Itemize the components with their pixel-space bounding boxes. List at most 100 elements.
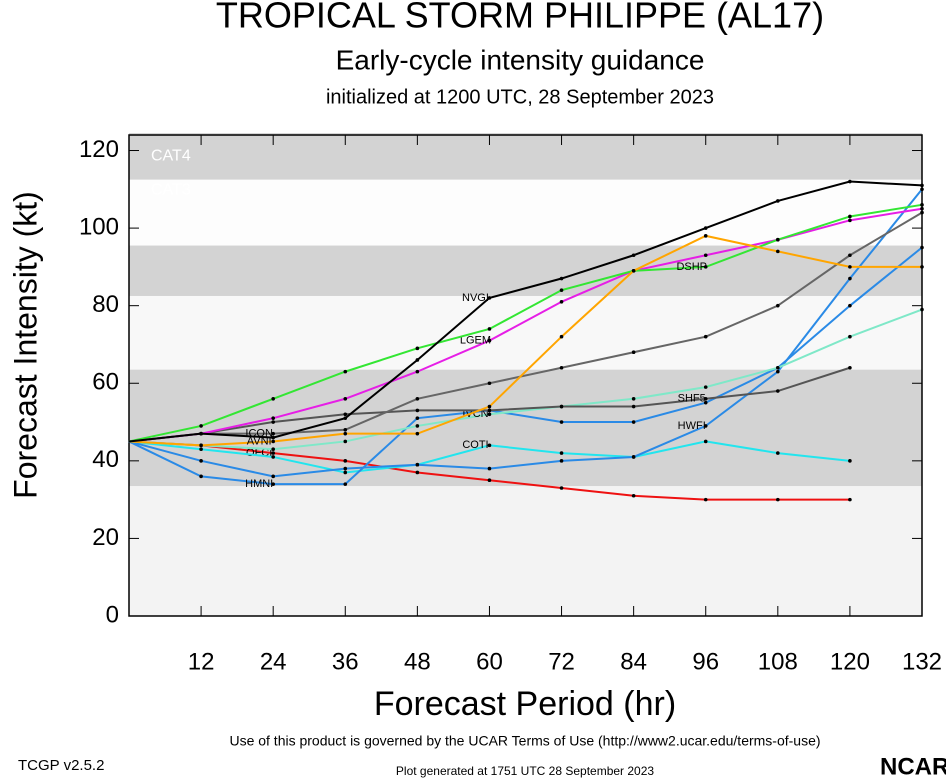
series-label: LGEM	[460, 334, 491, 346]
data-point	[487, 412, 492, 417]
data-point	[415, 431, 420, 436]
x-tick-label: 48	[404, 648, 431, 675]
series-label: SHF5	[678, 393, 706, 405]
data-point	[487, 443, 492, 448]
data-point	[703, 253, 708, 258]
data-point	[920, 187, 924, 192]
data-point	[343, 428, 348, 432]
version: TCGP v2.5.2	[18, 757, 104, 774]
data-point	[559, 404, 564, 409]
data-point	[559, 420, 564, 424]
data-point	[415, 462, 420, 467]
data-point	[415, 408, 420, 413]
data-point	[848, 214, 852, 219]
data-point	[848, 459, 852, 463]
data-point	[848, 334, 852, 339]
data-point	[343, 459, 348, 463]
series-label: COTI	[462, 439, 488, 451]
data-point	[559, 459, 564, 463]
data-point	[559, 288, 564, 292]
data-point	[848, 365, 852, 370]
data-point	[920, 265, 924, 269]
chart-subtitle: initialized at 1200 UTC, 28 September 20…	[326, 86, 714, 108]
data-point	[703, 396, 708, 401]
data-point	[703, 385, 708, 389]
data-point	[703, 226, 708, 230]
data-point	[271, 482, 275, 486]
series-line	[128, 246, 923, 486]
data-point	[631, 268, 636, 273]
data-point	[631, 455, 636, 459]
data-point	[343, 396, 348, 401]
data-point	[415, 358, 420, 362]
data-point	[199, 443, 203, 448]
data-point	[559, 486, 564, 490]
data-point	[631, 404, 636, 409]
data-point	[487, 296, 492, 300]
data-point	[559, 451, 564, 455]
data-point	[776, 365, 780, 370]
data-point	[776, 497, 780, 502]
data-point	[271, 431, 275, 436]
x-tick-label: 24	[260, 648, 287, 675]
data-point	[920, 203, 924, 207]
data-point	[343, 466, 348, 471]
series-line	[128, 180, 923, 443]
data-point	[487, 478, 492, 483]
data-point	[848, 253, 852, 258]
data-point	[343, 431, 348, 436]
data-point	[487, 408, 492, 413]
y-tick-label: 20	[92, 524, 119, 551]
y-tick-label: 40	[92, 446, 119, 473]
footer: Use of this product is governed by the U…	[229, 733, 820, 749]
band-label: CAT4	[151, 148, 191, 165]
data-point	[199, 431, 203, 436]
y-tick-label: 120	[79, 136, 119, 163]
data-point	[199, 474, 203, 479]
data-point	[271, 447, 275, 452]
data-point	[848, 497, 852, 502]
data-point	[703, 234, 708, 238]
data-point	[271, 474, 275, 479]
data-point	[559, 365, 564, 370]
series-label: HMNI	[245, 478, 273, 490]
category-band	[129, 133, 922, 180]
data-point	[848, 179, 852, 184]
data-point	[271, 435, 275, 440]
data-point	[703, 334, 708, 339]
x-tick-label: 108	[758, 648, 798, 675]
y-tick-label: 0	[106, 601, 119, 628]
data-point	[199, 424, 203, 428]
data-point	[776, 249, 780, 254]
data-point	[631, 253, 636, 258]
x-tick-label: 132	[902, 648, 942, 675]
data-point	[848, 276, 852, 281]
data-point	[631, 493, 636, 498]
plot-frame	[128, 134, 923, 617]
data-point	[271, 455, 275, 459]
data-point	[415, 416, 420, 420]
data-point	[487, 404, 492, 409]
data-point	[559, 299, 564, 304]
series-label: NVGI	[462, 292, 489, 304]
data-point	[848, 265, 852, 269]
y-tick-label: 60	[92, 369, 119, 396]
generated: Plot generated at 1751 UTC 28 September …	[396, 764, 654, 778]
data-point	[703, 424, 708, 428]
data-point	[487, 338, 492, 343]
data-point	[271, 416, 275, 420]
chart-subtitle: Early-cycle intensity guidance	[336, 44, 705, 75]
data-point	[920, 210, 924, 215]
data-point	[631, 396, 636, 401]
data-point	[487, 381, 492, 386]
data-point	[703, 439, 708, 444]
data-point	[343, 416, 348, 420]
data-point	[415, 424, 420, 428]
data-point	[487, 327, 492, 331]
series-label: AVNI	[247, 435, 272, 447]
x-axis-label: Forecast Period (hr)	[374, 685, 676, 723]
y-axis-label: Forecast Intensity (kt)	[7, 191, 43, 499]
data-point	[559, 276, 564, 281]
data-point	[343, 470, 348, 475]
